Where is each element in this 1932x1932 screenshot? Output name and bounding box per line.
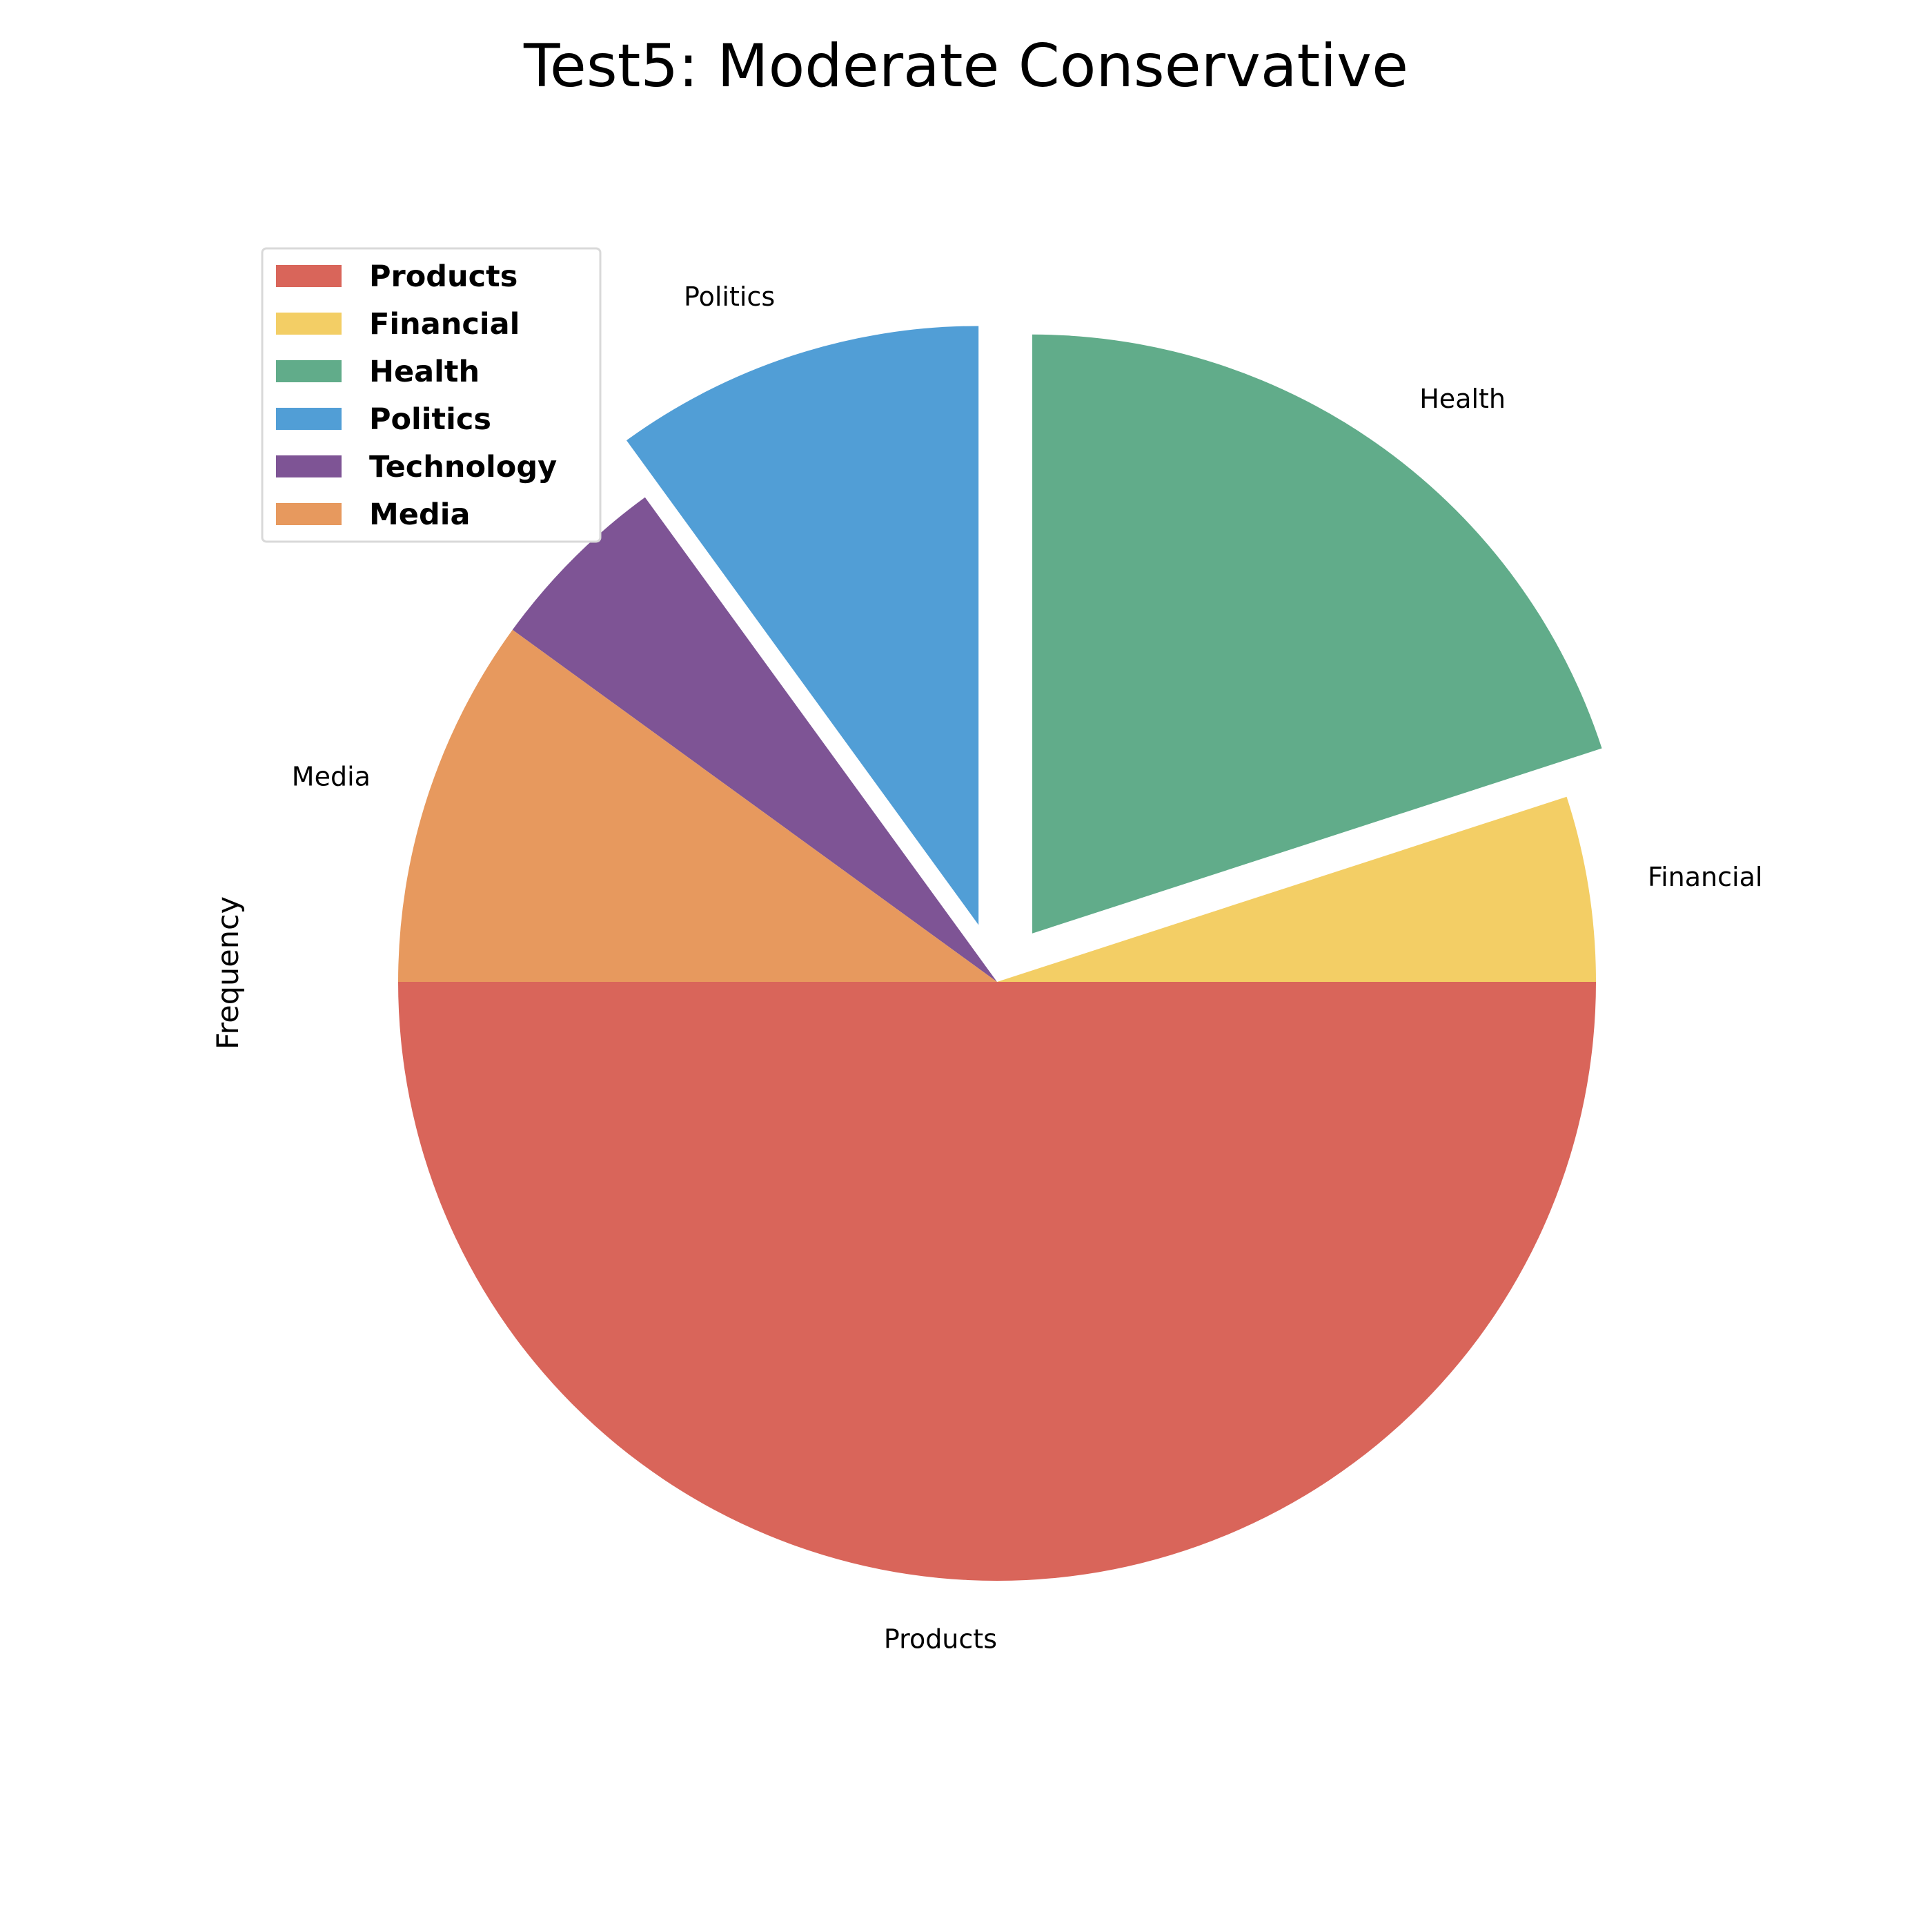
legend-label-products: Products [369, 259, 518, 294]
pie-slices [398, 326, 1602, 1581]
y-axis-label: Frequency [211, 896, 246, 1049]
legend-label-politics: Politics [369, 402, 491, 437]
legend-frame [261, 247, 602, 543]
legend: Products Financial Health Politics Technolog… [261, 247, 602, 543]
legend-items: Products Financial Health Politics Technolog… [276, 259, 557, 532]
slice-label-financial: Financial [1648, 862, 1762, 892]
pie-slice-politics [626, 326, 979, 925]
legend-swatch-health [276, 360, 342, 382]
legend-label-technology: Technology [369, 450, 557, 484]
slice-label-media: Media [292, 761, 371, 791]
legend-swatch-politics [276, 408, 342, 430]
pie-slice-media [398, 629, 997, 982]
pie-slice-financial [997, 796, 1596, 982]
legend-swatch-technology [276, 455, 342, 477]
slice-label-products: Products [884, 1624, 997, 1654]
legend-swatch-financial [276, 313, 342, 335]
legend-swatch-products [276, 265, 342, 287]
pie-slice-products [398, 982, 1596, 1581]
slice-label-health: Health [1419, 384, 1506, 414]
slice-label-politics: Politics [684, 282, 775, 312]
legend-label-financial: Financial [369, 307, 520, 342]
legend-swatch-media [276, 503, 342, 525]
legend-label-health: Health [369, 355, 480, 389]
chart-title: Test5: Moderate Conservative [523, 32, 1408, 101]
pie-slice-health [1032, 334, 1602, 934]
legend-label-media: Media [369, 497, 471, 532]
pie-slice-technology [512, 497, 997, 982]
